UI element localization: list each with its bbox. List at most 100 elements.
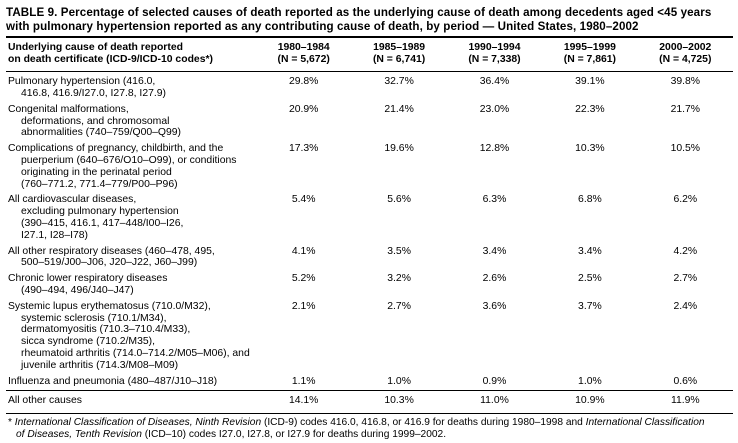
value-cell: 5.2%	[291, 273, 316, 285]
value-cell: 14.1%	[288, 395, 319, 407]
value-cell: 2.5%	[578, 273, 602, 285]
cause-line: All other respiratory diseases (460–478,…	[8, 245, 215, 257]
value-cell: 2.6%	[482, 273, 507, 285]
value-cell: 19.6%	[384, 143, 414, 155]
cause-cell: Congenital malformations, deformations, …	[6, 104, 256, 139]
footnote-line1: * International Classification of Diseas…	[8, 417, 733, 429]
table-title-line1: TABLE 9. Percentage of selected causes o…	[6, 6, 712, 19]
cause-line: Systemic lupus erythematosus (710.0/M32)…	[8, 300, 211, 312]
value-cell: 0.6%	[673, 375, 698, 387]
footnote-line2: of Diseases, Tenth Revision (ICD–10) cod…	[8, 429, 733, 441]
cause-line: sicca syndrome (710.2/M35),	[21, 336, 155, 348]
value-cell: 2.7%	[673, 273, 698, 285]
cause-line: systemic sclerosis (710.1/M34),	[21, 312, 167, 324]
cause-line: abnormalities (740–759/Q00–Q99)	[21, 127, 181, 139]
cause-cell: Systemic lupus erythematosus (710.0/M32)…	[6, 301, 256, 372]
period-column-header-1995-1999: 1995–1999 (N = 7,861)	[542, 42, 637, 66]
value-cell: 1.0%	[578, 375, 602, 387]
footnote-asterisk: *	[8, 417, 15, 429]
value-cell: 11.0%	[480, 395, 509, 407]
cause-line: Pulmonary hypertension (416.0,	[8, 76, 156, 88]
footnote-icd9-title: International Classification of Diseases…	[14, 417, 262, 429]
period-n: (N = 5,672)	[277, 54, 330, 66]
period-label: 1995–1999	[563, 42, 616, 54]
value-cell: 2.4%	[673, 300, 698, 312]
table-row: All cardiovascular diseases, excluding p…	[6, 190, 733, 241]
value-cell: 10.3%	[575, 143, 605, 155]
cause-column-header-line1: Underlying cause of death reported	[8, 42, 183, 54]
table-header: Underlying cause of death reported on de…	[6, 38, 733, 68]
value-cell: 3.7%	[578, 300, 602, 312]
cause-line: (390–415, 416.1, 417–448/I00–I26,	[21, 217, 184, 229]
footnote: * International Classification of Diseas…	[6, 417, 733, 441]
value-cell: 3.4%	[482, 245, 507, 257]
cause-cell: Complications of pregnancy, childbirth, …	[6, 143, 256, 190]
cause-line: 416.8, 416.9/I27.0, I27.8, I27.9)	[21, 87, 167, 99]
period-n: (N = 7,338)	[468, 54, 521, 66]
value-cell: 10.5%	[670, 143, 701, 155]
value-cell: 20.9%	[288, 103, 319, 115]
value-cell: 3.6%	[482, 300, 507, 312]
cause-cell: Pulmonary hypertension (416.0, 416.8, 41…	[6, 76, 256, 100]
period-column-header-2000-2002: 2000–2002 (N = 4,725)	[638, 42, 733, 66]
value-cell: 4.1%	[291, 245, 316, 257]
period-column-header-1985-1989: 1985–1989 (N = 6,741)	[351, 42, 446, 66]
table-row: Complications of pregnancy, childbirth, …	[6, 139, 733, 190]
value-cell: 21.7%	[670, 103, 701, 115]
footnote-icd10-codes: (ICD–10) codes I27.0, I27.8, or I27.9 fo…	[141, 429, 447, 441]
cause-line: excluding pulmonary hypertension	[21, 206, 179, 218]
table-row: All other causes 14.1% 10.3% 11.0% 10.9%…	[6, 391, 733, 410]
table-row: All other respiratory diseases (460–478,…	[6, 242, 733, 270]
value-cell: 1.1%	[291, 375, 316, 387]
value-cell: 11.9%	[670, 395, 700, 407]
cause-line: (490–494, 496/J40–J47)	[21, 284, 134, 296]
value-cell: 4.2%	[673, 245, 698, 257]
value-cell: 6.2%	[673, 194, 698, 206]
value-cell: 3.5%	[387, 245, 411, 257]
cause-cell: All cardiovascular diseases, excluding p…	[6, 194, 256, 241]
period-label: 2000–2002	[659, 42, 712, 54]
period-column-header-1990-1994: 1990–1994 (N = 7,338)	[447, 42, 542, 66]
cause-line: Influenza and pneumonia (480–487/J10–J18…	[8, 375, 218, 387]
value-cell: 6.3%	[482, 194, 507, 206]
cause-line: All other causes	[8, 395, 82, 407]
period-column-header-1980-1984: 1980–1984 (N = 5,672)	[256, 42, 351, 66]
cause-line: I27.1, I28–I78)	[21, 229, 89, 241]
value-cell: 6.8%	[578, 194, 602, 206]
footnote-icd9-codes: (ICD-9) codes 416.0, 416.8, or 416.9 for…	[261, 417, 586, 429]
period-n: (N = 4,725)	[659, 54, 712, 66]
cause-line: dermatomyositis (710.3–710.4/M33),	[21, 324, 191, 336]
period-label: 1985–1989	[373, 42, 426, 54]
header-divider	[6, 71, 733, 73]
cause-column-header: Underlying cause of death reported on de…	[6, 42, 256, 66]
cause-line: originating in the perinatal period	[21, 166, 172, 178]
cause-column-header-line2: on death certificate (ICD-9/ICD-10 codes…	[8, 54, 213, 66]
cause-cell: Influenza and pneumonia (480–487/J10–J18…	[6, 376, 256, 388]
footnote-icd10-title-end: of Diseases, Tenth Revision	[16, 429, 142, 441]
value-cell: 17.3%	[288, 143, 319, 155]
pre-total-divider	[6, 390, 733, 392]
value-cell: 39.8%	[670, 76, 701, 88]
cause-line: Complications of pregnancy, childbirth, …	[8, 143, 224, 155]
value-cell: 2.1%	[291, 300, 316, 312]
cause-line: juvenile arthritis (714.3/M08–M09)	[21, 359, 179, 371]
value-cell: 32.7%	[384, 76, 414, 88]
value-cell: 21.4%	[384, 103, 414, 115]
value-cell: 1.0%	[387, 375, 411, 387]
value-cell: 29.8%	[288, 76, 319, 88]
value-cell: 23.0%	[479, 103, 510, 115]
value-cell: 3.4%	[578, 245, 602, 257]
bottom-divider	[6, 413, 733, 415]
table-row: Congenital malformations, deformations, …	[6, 100, 733, 139]
table-row: Systemic lupus erythematosus (710.0/M32)…	[6, 297, 733, 372]
cause-cell: All other causes	[6, 395, 256, 407]
value-cell: 12.8%	[479, 143, 510, 155]
table-title: TABLE 9. Percentage of selected causes o…	[6, 6, 733, 33]
value-cell: 36.4%	[479, 76, 510, 88]
cause-cell: Chronic lower respiratory diseases (490–…	[6, 273, 256, 297]
cause-line: (760–771.2, 771.4–779/P00–P96)	[21, 178, 178, 190]
value-cell: 10.3%	[384, 395, 414, 407]
value-cell: 2.7%	[387, 300, 411, 312]
period-label: 1990–1994	[468, 42, 521, 54]
